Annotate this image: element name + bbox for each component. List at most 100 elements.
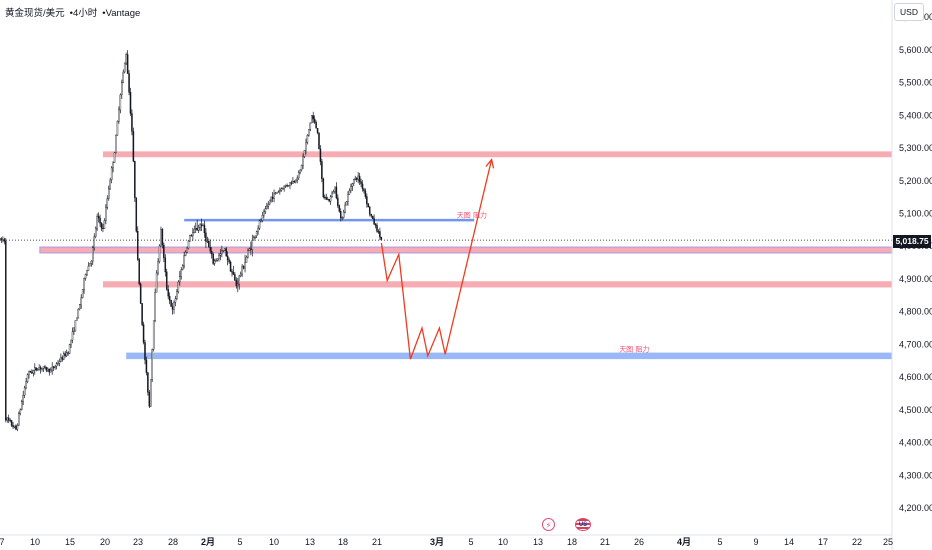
time-axis[interactable]: 7 10 15 20 23 28 2月 5 10 13 18 21 3月 5 10 13 18 21 26 4月 5 9 1… <box>0 534 893 547</box>
candle-body <box>254 235 256 238</box>
candle <box>42 366 45 372</box>
candle <box>115 134 117 154</box>
candle-body <box>126 54 129 74</box>
candle <box>377 229 380 234</box>
candle-body <box>41 367 43 370</box>
candle-body <box>357 175 359 180</box>
candle-body <box>97 215 100 219</box>
candle-body <box>121 82 123 96</box>
candle <box>267 201 270 210</box>
candle <box>351 182 354 191</box>
candle <box>147 372 149 396</box>
candle-body <box>258 220 261 229</box>
candle <box>150 379 152 407</box>
price-axis[interactable]: 4,200.00 4,300.00 4,400.00 4,500.00 4,600.00… <box>891 0 932 550</box>
currency-selector[interactable]: USD <box>894 3 924 21</box>
candle <box>222 250 225 253</box>
candle-body <box>58 361 61 364</box>
candle-body <box>318 132 320 150</box>
candle <box>237 278 239 293</box>
candle-body <box>312 115 314 120</box>
candle-body <box>2 239 4 241</box>
candle <box>157 258 159 276</box>
candle-body <box>260 220 262 222</box>
candle <box>63 351 65 361</box>
candle-body <box>0 238 1 240</box>
candle <box>107 185 110 201</box>
candle-body <box>205 232 207 242</box>
candle-body <box>145 359 148 373</box>
earnings-event-icon[interactable]: ⚡ <box>542 518 555 531</box>
time-tick-label: 14 <box>784 537 794 547</box>
candle-body <box>123 62 126 73</box>
candle-body <box>380 236 383 240</box>
candle <box>161 228 164 249</box>
candle <box>44 364 46 370</box>
candle-body <box>99 217 101 224</box>
candle <box>367 202 370 208</box>
projection-layer <box>380 158 495 360</box>
candle-body <box>132 131 135 162</box>
candle <box>239 271 242 278</box>
zone-annotation-label: 天图 阻力 <box>619 345 649 354</box>
us-flag-event-icon[interactable]: US <box>575 518 591 531</box>
candle-body <box>100 223 103 229</box>
separator-dot: • <box>69 8 73 19</box>
candle <box>263 209 265 219</box>
candle-body <box>273 192 275 199</box>
candle <box>311 115 313 124</box>
candle <box>312 111 314 123</box>
candle <box>118 106 120 124</box>
timeframe-label[interactable]: 4小时 <box>72 8 98 19</box>
candle-body <box>164 257 167 273</box>
candle-body <box>351 183 354 187</box>
broker-label: Vantage <box>105 8 141 19</box>
candle <box>347 191 349 206</box>
candle-body <box>184 251 187 256</box>
candle <box>251 234 254 257</box>
candle <box>0 237 3 243</box>
candle <box>370 213 372 218</box>
candle <box>184 250 187 257</box>
candle-body <box>353 179 355 184</box>
price-tick-label: 5,400.00 <box>899 110 932 120</box>
candle <box>289 182 291 190</box>
candle <box>90 260 93 267</box>
candle <box>293 180 296 183</box>
candle-body <box>163 244 165 259</box>
candle-body <box>216 258 219 261</box>
candle-body <box>29 370 32 373</box>
candle <box>38 364 40 371</box>
candle-body <box>332 191 335 194</box>
candle-body <box>122 71 124 83</box>
candle <box>10 419 13 427</box>
candle <box>194 222 197 234</box>
candle-body <box>289 182 291 186</box>
candle <box>19 408 22 416</box>
candle <box>241 263 243 277</box>
candle <box>32 369 35 377</box>
candle-body <box>210 251 213 255</box>
candle <box>141 303 143 327</box>
price-tick-label: 4,300.00 <box>899 470 932 480</box>
candle <box>64 351 66 358</box>
candle <box>286 183 288 188</box>
candle-body <box>136 231 139 260</box>
candle <box>380 236 383 241</box>
candle-body <box>248 248 251 252</box>
candle-body <box>311 115 313 124</box>
symbol-name[interactable]: 黄金现货/美元 <box>5 8 65 19</box>
candle <box>319 145 322 166</box>
candle <box>96 213 98 231</box>
candle <box>208 238 210 248</box>
candle-body <box>363 188 365 192</box>
candle <box>357 172 359 184</box>
candle <box>296 175 299 184</box>
candle <box>187 239 190 250</box>
candle <box>234 272 236 281</box>
candle-body <box>190 235 193 237</box>
candle <box>282 187 284 190</box>
candle-body <box>196 228 198 231</box>
price-tick-label: 5,200.00 <box>899 176 932 186</box>
